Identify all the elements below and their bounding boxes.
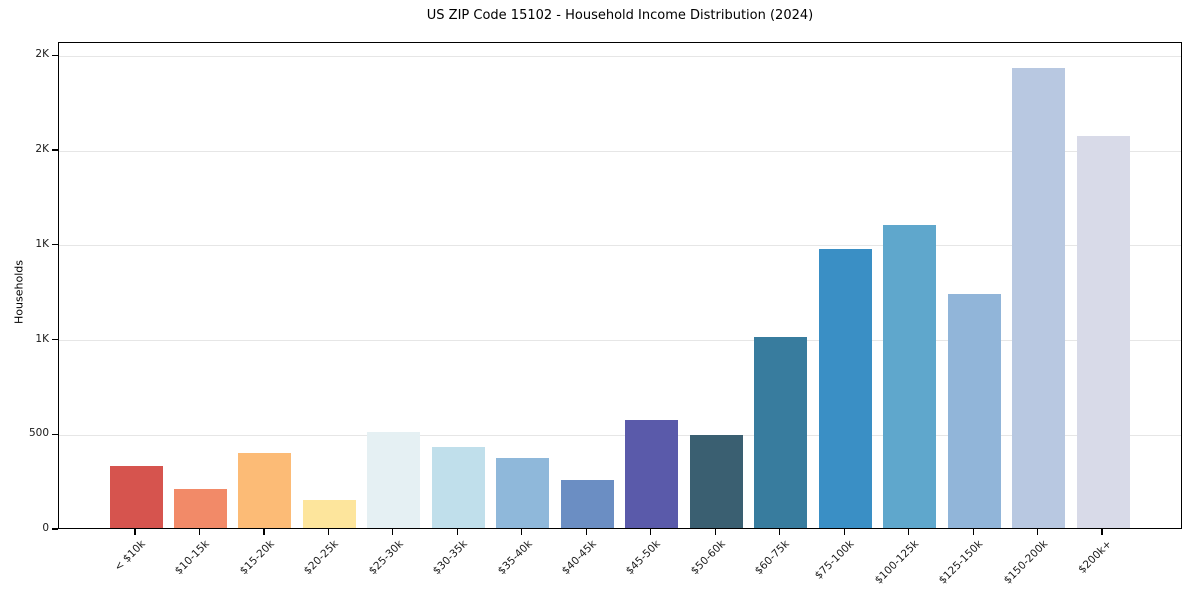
bar-$35-40k bbox=[496, 457, 550, 528]
y-tick-mark bbox=[52, 244, 58, 246]
gridline bbox=[59, 150, 1181, 152]
x-tick-label: $10-15k bbox=[172, 538, 212, 578]
y-tick-label: 1K bbox=[35, 237, 49, 250]
bar-$125-150k bbox=[947, 293, 1001, 528]
x-tick-label: $100-125k bbox=[872, 538, 922, 587]
x-tick-mark bbox=[779, 529, 781, 535]
y-tick-mark bbox=[52, 433, 58, 435]
y-tick-label: 1K bbox=[35, 332, 49, 345]
x-tick-label: $40-45k bbox=[559, 538, 599, 578]
bar-$20-25k bbox=[302, 499, 356, 528]
x-tick-label: $50-60k bbox=[688, 538, 728, 578]
gridline bbox=[59, 434, 1181, 436]
x-tick-mark bbox=[908, 529, 910, 535]
bar-$100-125k bbox=[883, 224, 937, 528]
x-tick-mark bbox=[263, 529, 265, 535]
gridline bbox=[59, 55, 1181, 57]
bar-$15-20k bbox=[238, 453, 292, 528]
y-axis-label: Households bbox=[12, 260, 26, 324]
x-tick-mark bbox=[843, 529, 845, 535]
x-tick-mark bbox=[972, 529, 974, 535]
x-tick-mark bbox=[1036, 529, 1039, 535]
x-tick-label: $75-100k bbox=[812, 538, 857, 582]
x-tick-mark bbox=[327, 529, 329, 535]
x-tick-mark bbox=[134, 529, 136, 535]
bar-$25-30k bbox=[367, 432, 421, 528]
x-tick-mark bbox=[521, 529, 523, 535]
x-tick-label: $30-35k bbox=[430, 538, 470, 578]
gridline bbox=[59, 245, 1181, 247]
x-tick-mark bbox=[714, 529, 716, 535]
bar-$40-45k bbox=[560, 479, 614, 528]
chart-title: US ZIP Code 15102 - Household Income Dis… bbox=[426, 8, 814, 23]
x-tick-mark bbox=[392, 529, 394, 535]
x-tick-label: $35-40k bbox=[495, 538, 535, 578]
gridline bbox=[59, 340, 1181, 341]
bar-$60-75k bbox=[754, 336, 808, 528]
y-tick-label: 500 bbox=[28, 427, 49, 440]
y-tick-label: 0 bbox=[42, 522, 49, 534]
bar-$30-35k bbox=[431, 446, 485, 528]
x-tick-label: $125-150k bbox=[937, 538, 986, 587]
x-tick-label: $150-200k bbox=[1001, 538, 1051, 587]
bar-$45-50k bbox=[625, 420, 679, 528]
y-tick-mark bbox=[52, 149, 58, 151]
x-tick-mark bbox=[456, 529, 458, 535]
y-tick-mark bbox=[52, 54, 58, 56]
x-tick-label: $15-20k bbox=[237, 538, 277, 578]
x-tick-mark bbox=[1101, 529, 1103, 535]
bar-$200k+ bbox=[1076, 135, 1130, 528]
bar-$150-200k bbox=[1012, 67, 1066, 528]
x-tick-label: $200k+ bbox=[1076, 538, 1115, 576]
x-tick-mark bbox=[198, 529, 201, 535]
y-tick-label: 2K bbox=[35, 48, 49, 61]
x-tick-label: $60-75k bbox=[753, 538, 793, 578]
bar-$10-15k bbox=[173, 489, 227, 528]
bar-$50-60k bbox=[689, 435, 743, 528]
plot-area bbox=[58, 42, 1182, 529]
x-tick-label: $25-30k bbox=[366, 538, 406, 578]
bar-< $10k bbox=[109, 466, 163, 528]
x-tick-label: $20-25k bbox=[301, 538, 341, 578]
y-tick-mark bbox=[52, 338, 58, 341]
y-tick-label: 2K bbox=[35, 143, 49, 155]
y-tick-mark bbox=[52, 528, 58, 530]
x-tick-mark bbox=[650, 529, 652, 535]
x-tick-label: $45-50k bbox=[624, 538, 664, 578]
bar-$75-100k bbox=[818, 248, 872, 528]
x-tick-mark bbox=[585, 529, 587, 535]
x-tick-label: < $10k bbox=[111, 538, 148, 574]
